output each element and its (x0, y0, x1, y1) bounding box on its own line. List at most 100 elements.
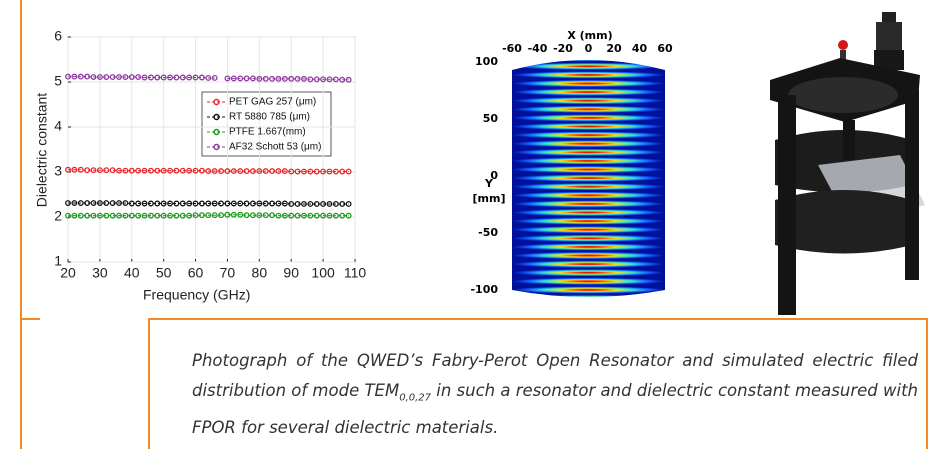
x-tick-label: 100 (311, 265, 335, 281)
data-point (173, 212, 180, 219)
data-point (160, 167, 167, 174)
data-point (186, 167, 193, 174)
caption-text: Photograph of the QWED’s Fabry-Perot Ope… (192, 351, 918, 400)
caption-text: in such a resonator and dielectric const… (192, 381, 918, 438)
legend (201, 91, 332, 157)
sim-y-label: Y (484, 177, 494, 190)
data-point (135, 212, 142, 219)
data-point (141, 200, 148, 207)
sim-y-tick-label: -50 (478, 226, 498, 239)
data-point (154, 74, 161, 81)
y-axis-label: Dielectric constant (34, 93, 50, 207)
data-point (301, 212, 307, 219)
data-point (96, 200, 103, 206)
data-point (288, 75, 295, 82)
legend-label: PTFE 1.667(mm) (229, 127, 306, 138)
data-point (243, 212, 250, 219)
data-point (77, 212, 84, 219)
data-point (326, 212, 333, 219)
data-point (173, 167, 180, 174)
data-point (230, 168, 237, 175)
data-point (122, 212, 129, 219)
data-point (250, 200, 256, 207)
data-point (307, 76, 314, 83)
data-point (339, 200, 346, 207)
x-tick-label: 50 (156, 265, 172, 281)
data-point (262, 212, 269, 219)
data-point (205, 74, 212, 81)
data-point (116, 74, 122, 80)
data-point (269, 75, 276, 82)
x-tick-label: 80 (252, 265, 268, 281)
data-point (211, 168, 218, 175)
data-point (103, 200, 110, 206)
data-point (313, 200, 320, 207)
y-tick-label: 1 (54, 253, 62, 269)
data-point (307, 212, 314, 219)
data-point (122, 167, 129, 174)
data-point (211, 74, 218, 81)
data-point (109, 74, 116, 80)
data-point (218, 168, 225, 175)
caption: Photograph of the QWED’s Fabry-Perot Ope… (148, 318, 928, 449)
data-point (96, 74, 103, 80)
data-point (326, 200, 333, 207)
caption-subscript: 0,0,27 (399, 392, 432, 404)
data-point (288, 200, 295, 207)
data-point (256, 168, 263, 175)
data-point (128, 74, 135, 80)
field-map (512, 60, 665, 297)
data-point (256, 200, 263, 207)
data-point (224, 75, 231, 82)
data-point (275, 212, 282, 219)
data-point (332, 200, 339, 207)
sim-y-tick-label: -100 (470, 283, 498, 296)
data-point (288, 212, 295, 219)
y-tick-label: 6 (54, 28, 62, 44)
data-point (281, 212, 288, 219)
data-point (173, 200, 180, 207)
data-point (173, 74, 180, 81)
sim-x-tick-label: 0 (585, 42, 593, 55)
data-point (320, 76, 327, 83)
series-line (68, 76, 215, 79)
data-point (198, 167, 205, 174)
data-point (224, 211, 231, 218)
data-point (90, 212, 97, 219)
y-tick-label: 2 (54, 208, 62, 224)
data-point (109, 212, 116, 219)
data-point (96, 167, 103, 174)
data-point (198, 74, 205, 81)
data-point (345, 168, 352, 175)
data-point (250, 75, 256, 82)
data-point (167, 167, 173, 174)
data-point (269, 212, 276, 219)
data-point (160, 212, 167, 219)
data-point (218, 200, 225, 207)
simulation: X (mm) Y [mm] -60 -40 -20 0 20 40 60 100 50 0 -50 -… (470, 29, 673, 297)
data-point (147, 212, 154, 219)
x-tick-label: 60 (188, 265, 204, 281)
data-point (332, 168, 339, 175)
data-point (237, 211, 244, 218)
data-point (65, 73, 71, 80)
data-point (186, 200, 193, 207)
sim-y-tick-label: 50 (483, 112, 499, 125)
data-point (192, 212, 199, 219)
data-point (294, 75, 301, 82)
sim-x-tick-label: -20 (553, 42, 573, 55)
data-point (262, 75, 269, 82)
data-point (237, 75, 244, 82)
data-point (198, 200, 205, 207)
data-point (326, 76, 333, 83)
data-point (326, 168, 333, 175)
data-point (116, 212, 122, 219)
data-point (281, 75, 288, 82)
sim-x-tick-label: 20 (606, 42, 622, 55)
data-point (230, 211, 237, 218)
legend-label: PET GAG 257 (μm) (229, 97, 316, 108)
data-point (205, 200, 212, 207)
data-point (128, 212, 135, 219)
data-point (224, 200, 231, 207)
